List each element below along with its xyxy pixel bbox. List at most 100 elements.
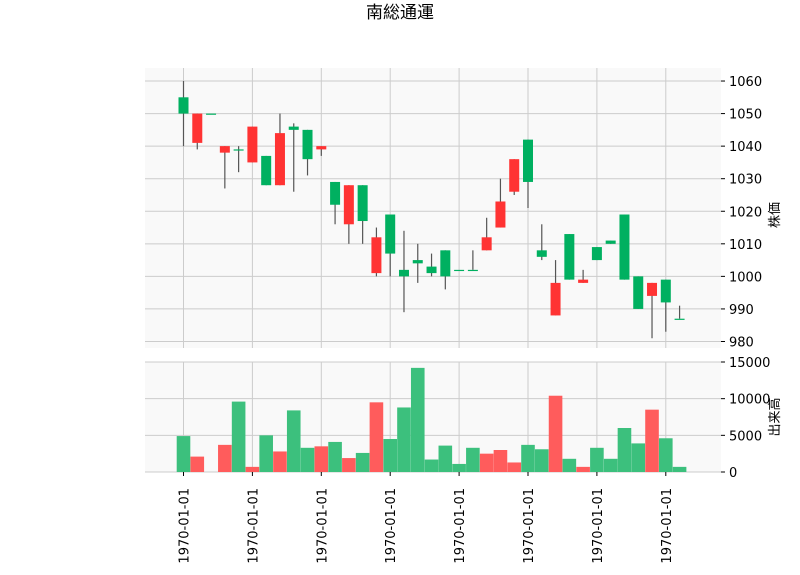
volume-bars — [176, 367, 687, 472]
price-tick-label: 1030 — [729, 173, 762, 188]
volume-bar — [534, 449, 549, 472]
price-tick-label: 1050 — [729, 108, 762, 123]
candle-body — [233, 149, 244, 151]
volume-bar — [576, 466, 590, 472]
volume-bar — [631, 443, 646, 472]
candle-body — [619, 214, 630, 280]
volume-bar — [273, 451, 287, 472]
candle-body — [316, 146, 327, 150]
candle-body — [274, 133, 285, 186]
x-tick-label: 1970-01-01 — [591, 488, 606, 564]
candle-body — [578, 279, 589, 283]
volume-bar — [493, 450, 508, 472]
candle-body — [178, 97, 189, 114]
candle-body — [219, 146, 230, 153]
x-tick-label: 1970-01-01 — [453, 488, 468, 564]
volume-bar — [466, 447, 480, 472]
volume-bar — [479, 453, 494, 472]
volume-axis-ticks: 0 5000 10000 15000 — [721, 356, 770, 481]
x-tick-label: 1970-01-01 — [660, 488, 675, 564]
volume-axis-label: 出来高 — [767, 397, 783, 436]
volume-tick-label: 10000 — [729, 393, 770, 408]
x-tick-label: 1970-01-01 — [315, 488, 330, 564]
candle-body — [302, 129, 313, 160]
volume-bar — [231, 401, 246, 472]
x-tick-label: 1970-01-01 — [246, 488, 261, 564]
price-axis-ticks: 980 990 1000 1010 1020 1030 1040 1050 1060 — [721, 75, 762, 350]
candle-body — [495, 201, 506, 228]
x-tick-label: 1970-01-01 — [522, 488, 537, 564]
candle-body — [357, 185, 368, 222]
volume-bar — [590, 447, 604, 472]
volume-bar — [397, 407, 411, 472]
volume-bar — [507, 462, 522, 472]
volume-bar — [328, 441, 342, 472]
volume-bar — [659, 438, 673, 472]
volume-bar — [342, 458, 356, 472]
candle-body — [523, 139, 533, 182]
price-tick-label: 980 — [729, 335, 754, 350]
candle-body — [509, 159, 520, 192]
grid-lines — [145, 68, 721, 473]
volume-bar — [369, 402, 384, 472]
volume-bar — [603, 458, 618, 472]
candle-body — [398, 269, 409, 277]
candle-body — [412, 260, 423, 264]
volume-bar — [452, 463, 466, 472]
volume-bar — [300, 447, 315, 472]
volume-bar — [245, 466, 260, 472]
candle-body — [467, 269, 478, 272]
candle-body — [371, 237, 382, 274]
volume-bar — [562, 458, 577, 472]
volume-bar — [410, 367, 425, 472]
candle-body — [343, 185, 354, 225]
candle-body — [454, 269, 465, 272]
volume-tick-label: 15000 — [729, 356, 770, 371]
volume-bar — [438, 445, 453, 472]
candle-body — [481, 237, 492, 251]
candle-body — [564, 234, 575, 280]
volume-bar — [424, 459, 439, 472]
candle-body — [647, 282, 658, 296]
x-tick-label: 1970-01-01 — [178, 488, 193, 564]
volume-bar — [259, 435, 273, 472]
volume-bar — [176, 436, 191, 472]
volume-bar — [190, 456, 205, 472]
candle-body — [261, 155, 272, 186]
x-tick-label: 1970-01-01 — [384, 488, 399, 564]
price-tick-label: 1000 — [729, 270, 762, 285]
candle-body — [440, 250, 451, 277]
volume-bar — [218, 444, 232, 472]
volume-bar — [617, 428, 632, 472]
price-tick-label: 990 — [729, 303, 754, 318]
volume-bar — [672, 466, 687, 472]
price-tick-label: 1010 — [729, 238, 762, 253]
candle-body — [192, 113, 203, 143]
candle-bodies — [178, 97, 685, 320]
chart-title: 南総通運 — [366, 3, 434, 23]
volume-tick-label: 0 — [729, 466, 737, 481]
candle-body — [385, 214, 396, 254]
candle-body — [660, 279, 671, 303]
price-tick-label: 1020 — [729, 205, 762, 220]
volume-bar — [548, 395, 563, 472]
volume-bar — [314, 446, 329, 472]
candle-body — [247, 126, 258, 163]
candle-body — [426, 266, 437, 274]
price-tick-label: 1060 — [729, 75, 762, 90]
volume-bar — [383, 439, 397, 472]
volume-bar — [645, 409, 659, 472]
candle-body — [674, 318, 685, 320]
volume-bar — [355, 452, 370, 472]
candle-body — [330, 181, 341, 205]
price-axis-label: 株価 — [768, 202, 783, 228]
volume-tick-label: 5000 — [729, 429, 762, 444]
candle-body — [536, 250, 547, 257]
candle-body — [605, 240, 616, 244]
candle-body — [206, 113, 217, 115]
candle-body — [550, 282, 561, 316]
volume-bar — [286, 410, 301, 472]
price-panel-background — [145, 68, 721, 348]
x-axis-ticks: 1970-01-01 1970-01-01 1970-01-01 1970-01-01… — [178, 472, 675, 564]
